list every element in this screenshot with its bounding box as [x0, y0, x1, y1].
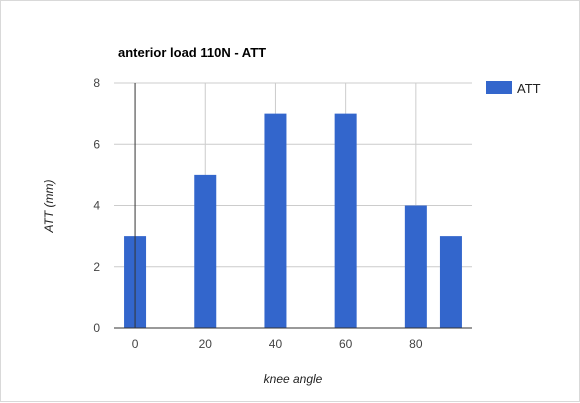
chart-title: anterior load 110N - ATT — [118, 45, 266, 60]
y-tick-label: 2 — [93, 260, 100, 274]
x-tick-label: 20 — [199, 337, 213, 351]
y-tick-label: 8 — [93, 76, 100, 90]
bar-series-att — [124, 113, 462, 328]
y-axis-title: ATT (mm) — [42, 179, 56, 233]
legend: ATT — [486, 81, 541, 96]
legend-label-att: ATT — [517, 81, 541, 96]
x-tick-label: 60 — [339, 337, 353, 351]
y-tick-label: 0 — [93, 321, 100, 335]
bar — [404, 205, 427, 328]
y-tick-label: 6 — [93, 137, 100, 151]
bar — [194, 174, 217, 328]
x-axis-title: knee angle — [264, 372, 323, 386]
x-tick-label: 80 — [409, 337, 423, 351]
y-tick-label: 4 — [93, 199, 100, 213]
x-tick-label: 0 — [132, 337, 139, 351]
x-tick-labels: 0 20 40 60 80 — [132, 337, 423, 351]
bar — [264, 113, 287, 328]
bar — [334, 113, 357, 328]
x-tick-label: 40 — [269, 337, 283, 351]
bar — [439, 236, 462, 328]
y-tick-labels: 0 2 4 6 8 — [93, 76, 100, 335]
legend-swatch-att — [486, 81, 512, 94]
